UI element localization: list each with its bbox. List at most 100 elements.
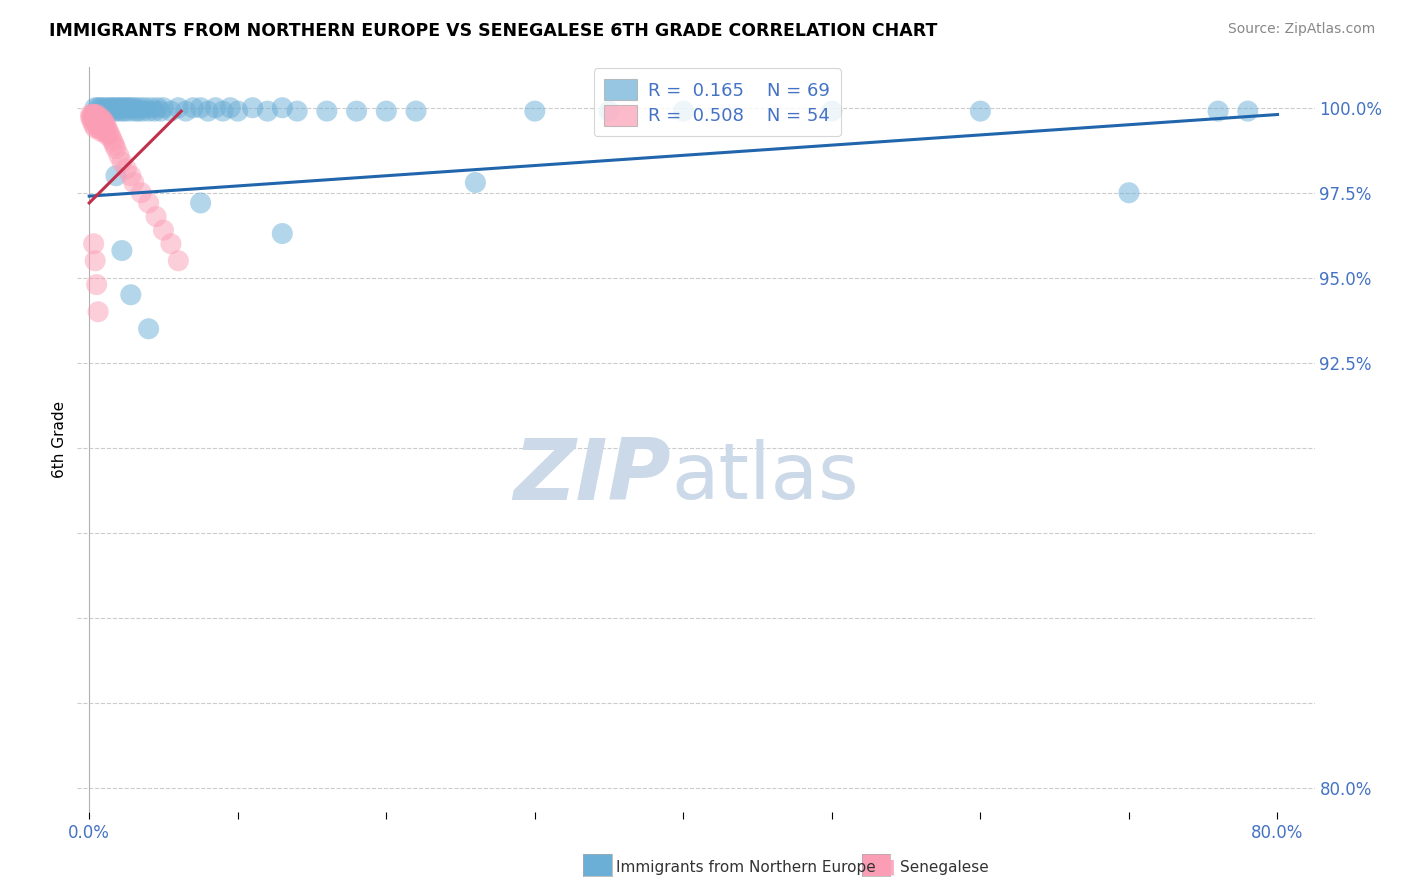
- Point: [112, 101, 135, 115]
- Point: [83, 111, 105, 125]
- Point: [271, 101, 294, 115]
- Point: [104, 101, 127, 115]
- Point: [93, 124, 115, 138]
- Point: [146, 101, 169, 115]
- Point: [100, 131, 122, 145]
- Point: [84, 107, 107, 121]
- Text: ▪: ▪: [875, 853, 896, 881]
- Point: [242, 101, 264, 115]
- Point: [96, 128, 118, 142]
- Point: [87, 305, 110, 319]
- Point: [89, 121, 111, 136]
- Point: [143, 104, 166, 119]
- Point: [91, 121, 114, 136]
- Point: [131, 104, 153, 119]
- Point: [122, 101, 145, 115]
- Point: [84, 253, 107, 268]
- Point: [464, 176, 486, 190]
- Point: [89, 111, 111, 125]
- Point: [97, 101, 120, 115]
- Point: [115, 101, 138, 115]
- Point: [96, 104, 118, 119]
- Point: [212, 104, 235, 119]
- Point: [97, 124, 120, 138]
- Point: [103, 138, 125, 153]
- Point: [821, 104, 844, 119]
- Point: [125, 101, 148, 115]
- Point: [91, 114, 114, 128]
- Point: [80, 111, 103, 125]
- Point: [285, 104, 308, 119]
- Text: Source: ZipAtlas.com: Source: ZipAtlas.com: [1227, 22, 1375, 37]
- Point: [89, 101, 111, 115]
- Point: [598, 104, 620, 119]
- Point: [226, 104, 249, 119]
- Point: [135, 101, 157, 115]
- Text: Immigrants from Northern Europe: Immigrants from Northern Europe: [616, 860, 876, 874]
- Point: [120, 101, 142, 115]
- Point: [405, 104, 427, 119]
- Point: [82, 107, 104, 121]
- Point: [167, 101, 190, 115]
- Point: [181, 101, 204, 115]
- Point: [127, 104, 149, 119]
- Point: [138, 196, 160, 211]
- Point: [110, 101, 132, 115]
- Point: [129, 101, 152, 115]
- Point: [98, 104, 121, 119]
- Point: [90, 111, 112, 125]
- Legend: R =  0.165    N = 69, R =  0.508    N = 54: R = 0.165 N = 69, R = 0.508 N = 54: [593, 69, 841, 136]
- Point: [124, 104, 146, 119]
- Point: [104, 169, 127, 183]
- Point: [122, 176, 145, 190]
- Point: [118, 104, 141, 119]
- Point: [83, 118, 105, 132]
- Point: [145, 210, 167, 224]
- Point: [91, 101, 114, 115]
- Text: ZIP: ZIP: [513, 435, 671, 518]
- Point: [94, 124, 117, 138]
- Point: [346, 104, 368, 119]
- Point: [82, 114, 104, 128]
- Point: [120, 169, 142, 183]
- Point: [256, 104, 278, 119]
- Point: [315, 104, 337, 119]
- Point: [152, 223, 174, 237]
- Point: [101, 135, 124, 149]
- Point: [90, 118, 112, 132]
- Point: [141, 101, 163, 115]
- Point: [87, 121, 110, 136]
- Text: IMMIGRANTS FROM NORTHERN EUROPE VS SENEGALESE 6TH GRADE CORRELATION CHART: IMMIGRANTS FROM NORTHERN EUROPE VS SENEG…: [49, 22, 938, 40]
- Point: [84, 121, 107, 136]
- Point: [1236, 104, 1258, 119]
- Point: [84, 111, 107, 125]
- Point: [152, 101, 174, 115]
- Point: [83, 107, 105, 121]
- Point: [80, 107, 103, 121]
- Point: [174, 104, 197, 119]
- Text: Senegalese: Senegalese: [900, 860, 988, 874]
- Point: [219, 101, 242, 115]
- Point: [104, 142, 127, 156]
- Point: [138, 322, 160, 336]
- Point: [100, 101, 122, 115]
- Point: [87, 111, 110, 125]
- Point: [84, 114, 107, 128]
- Point: [190, 196, 212, 211]
- Point: [94, 118, 117, 132]
- Point: [160, 236, 183, 251]
- Point: [83, 236, 105, 251]
- Point: [87, 101, 110, 115]
- Point: [82, 111, 104, 125]
- Point: [1118, 186, 1140, 200]
- Point: [271, 227, 294, 241]
- Point: [96, 121, 118, 136]
- Text: atlas: atlas: [671, 439, 859, 515]
- Point: [89, 114, 111, 128]
- Point: [108, 101, 131, 115]
- Point: [107, 104, 129, 119]
- Point: [375, 104, 398, 119]
- Point: [108, 148, 131, 162]
- Point: [523, 104, 546, 119]
- Point: [129, 186, 152, 200]
